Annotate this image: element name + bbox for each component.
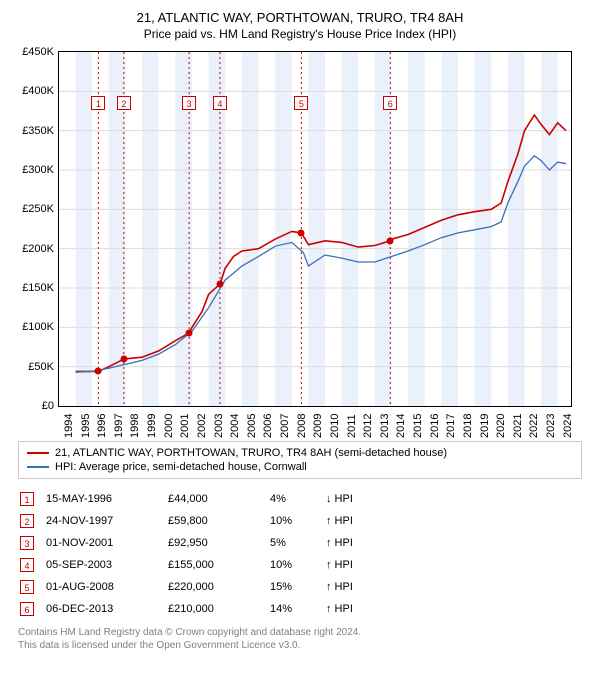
footer-line-2: This data is licensed under the Open Gov… xyxy=(18,640,582,653)
event-row: 2 24-NOV-1997£59,80010%↑ HPI xyxy=(20,511,363,531)
y-tick-label: £200K xyxy=(18,243,54,255)
plot-svg xyxy=(59,52,571,406)
event-marker: 5 xyxy=(20,580,34,594)
event-point xyxy=(186,329,193,336)
legend-label: 21, ATLANTIC WAY, PORTHTOWAN, TRURO, TR4… xyxy=(55,447,447,459)
y-tick-label: £300K xyxy=(18,164,54,176)
event-pct: 15% xyxy=(270,577,324,597)
event-marker: 3 xyxy=(182,96,196,110)
y-tick-label: £350K xyxy=(18,125,54,137)
y-tick-label: £400K xyxy=(18,85,54,97)
event-date: 15-MAY-1996 xyxy=(46,489,166,509)
event-dir: ↑ HPI xyxy=(326,533,363,553)
legend-row: 21, ATLANTIC WAY, PORTHTOWAN, TRURO, TR4… xyxy=(27,446,573,460)
event-marker: 6 xyxy=(383,96,397,110)
event-pct: 10% xyxy=(270,555,324,575)
legend-label: HPI: Average price, semi-detached house,… xyxy=(55,461,307,473)
y-tick-label: £100K xyxy=(18,321,54,333)
y-tick-label: £0 xyxy=(18,400,54,412)
event-pct: 4% xyxy=(270,489,324,509)
event-date: 05-SEP-2003 xyxy=(46,555,166,575)
event-marker: 3 xyxy=(20,536,34,550)
event-date: 24-NOV-1997 xyxy=(46,511,166,531)
event-marker: 4 xyxy=(20,558,34,572)
event-date: 01-NOV-2001 xyxy=(46,533,166,553)
event-date: 06-DEC-2013 xyxy=(46,599,166,619)
event-dir: ↑ HPI xyxy=(326,511,363,531)
event-price: £92,950 xyxy=(168,533,268,553)
event-marker: 6 xyxy=(20,602,34,616)
event-dir: ↑ HPI xyxy=(326,555,363,575)
chart-area: £0 £50K £100K £150K £200K £250K £300K £350K £400… xyxy=(18,47,582,437)
event-dir: ↑ HPI xyxy=(326,599,363,619)
event-point xyxy=(298,229,305,236)
footer: Contains HM Land Registry data © Crown c… xyxy=(18,627,582,652)
y-tick-label: £450K xyxy=(18,46,54,58)
events-table: 1 15-MAY-1996£44,0004%↓ HPI 2 24-NOV-1997£5… xyxy=(18,487,365,621)
event-dir: ↑ HPI xyxy=(326,577,363,597)
event-dir: ↓ HPI xyxy=(326,489,363,509)
footer-line-1: Contains HM Land Registry data © Crown c… xyxy=(18,627,582,640)
y-tick-label: £50K xyxy=(18,361,54,373)
event-date: 01-AUG-2008 xyxy=(46,577,166,597)
event-pct: 14% xyxy=(270,599,324,619)
event-price: £44,000 xyxy=(168,489,268,509)
event-price: £220,000 xyxy=(168,577,268,597)
event-marker: 4 xyxy=(213,96,227,110)
event-price: £59,800 xyxy=(168,511,268,531)
chart-subtitle: Price paid vs. HM Land Registry's House … xyxy=(18,27,582,41)
event-marker: 2 xyxy=(20,514,34,528)
legend-row: HPI: Average price, semi-detached house,… xyxy=(27,460,573,474)
chart-title: 21, ATLANTIC WAY, PORTHTOWAN, TRURO, TR4… xyxy=(18,10,582,25)
event-row: 1 15-MAY-1996£44,0004%↓ HPI xyxy=(20,489,363,509)
event-price: £210,000 xyxy=(168,599,268,619)
event-point xyxy=(216,281,223,288)
event-marker: 2 xyxy=(117,96,131,110)
event-row: 3 01-NOV-2001£92,9505%↑ HPI xyxy=(20,533,363,553)
event-row: 4 05-SEP-2003£155,00010%↑ HPI xyxy=(20,555,363,575)
event-marker: 5 xyxy=(294,96,308,110)
plot-region xyxy=(58,51,572,407)
event-pct: 5% xyxy=(270,533,324,553)
event-marker: 1 xyxy=(20,492,34,506)
event-price: £155,000 xyxy=(168,555,268,575)
legend-swatch xyxy=(27,466,49,468)
legend-swatch xyxy=(27,452,49,454)
event-point xyxy=(120,355,127,362)
event-row: 5 01-AUG-2008£220,00015%↑ HPI xyxy=(20,577,363,597)
event-marker: 1 xyxy=(91,96,105,110)
event-point xyxy=(95,368,102,375)
y-tick-label: £250K xyxy=(18,203,54,215)
event-point xyxy=(387,237,394,244)
event-pct: 10% xyxy=(270,511,324,531)
legend: 21, ATLANTIC WAY, PORTHTOWAN, TRURO, TR4… xyxy=(18,441,582,479)
y-tick-label: £150K xyxy=(18,282,54,294)
event-row: 6 06-DEC-2013£210,00014%↑ HPI xyxy=(20,599,363,619)
